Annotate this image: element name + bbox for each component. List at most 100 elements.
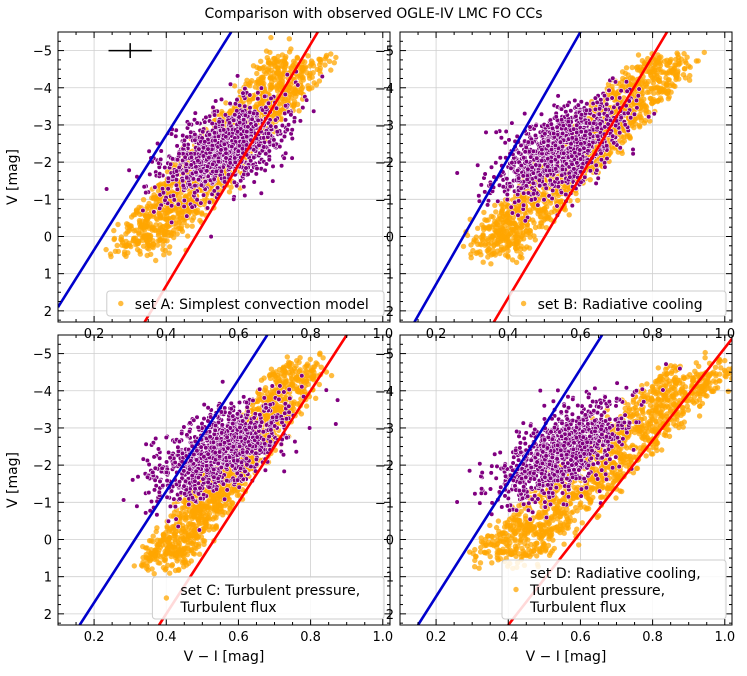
observed-point [213, 98, 219, 104]
observed-point [244, 129, 250, 135]
model-point [460, 243, 467, 250]
observed-point [493, 129, 499, 135]
observed-point [557, 139, 564, 145]
observed-point [273, 105, 280, 111]
observed-point [202, 139, 208, 145]
observed-point [192, 137, 198, 143]
model-point [523, 231, 529, 238]
observed-point [169, 219, 175, 225]
observed-point [198, 168, 204, 174]
observed-point [187, 182, 193, 188]
observed-point [181, 142, 187, 148]
observed-point [579, 164, 585, 171]
observed-point [534, 155, 540, 161]
model-point [267, 86, 273, 93]
model-point [682, 66, 688, 72]
observed-point [523, 144, 529, 150]
model-point [310, 63, 317, 69]
observed-point [216, 119, 222, 125]
model-point [228, 108, 234, 114]
model-point [317, 67, 323, 74]
observed-point [482, 189, 488, 195]
observed-point [596, 111, 602, 117]
observed-point [205, 146, 211, 152]
model-point [151, 225, 157, 231]
model-point [294, 54, 300, 61]
model-point [256, 76, 262, 83]
model-point [667, 58, 673, 64]
observed-point [493, 160, 499, 166]
model-point [509, 257, 516, 263]
observed-point [495, 198, 501, 204]
observed-point [558, 189, 565, 196]
observed-point [598, 97, 604, 103]
model-point [131, 228, 138, 234]
observed-point [265, 130, 272, 137]
observed-point [270, 163, 276, 169]
observed-point [593, 180, 599, 186]
observed-point [171, 197, 177, 203]
model-point [130, 212, 137, 218]
model-point [175, 209, 181, 215]
observed-point [582, 174, 588, 180]
legend: set A: Simplest convection model [106, 290, 385, 317]
model-point [267, 75, 273, 81]
observed-point [208, 234, 214, 240]
observed-point [289, 155, 295, 161]
model-point [643, 107, 650, 114]
model-point [164, 238, 170, 244]
observed-point [284, 71, 290, 78]
model-point [650, 80, 657, 86]
model-point [507, 230, 514, 237]
observed-point [541, 197, 547, 203]
model-point [260, 74, 266, 81]
observed-point [188, 162, 194, 168]
observed-point [255, 117, 261, 123]
observed-point [213, 168, 219, 174]
observed-point [279, 163, 285, 169]
model-point [167, 244, 173, 250]
observed-point [251, 110, 257, 116]
observed-point [630, 146, 636, 153]
model-point [144, 252, 150, 259]
model-point [518, 246, 524, 252]
observed-point [190, 176, 196, 182]
observed-point [206, 132, 212, 138]
y-axis-label: V [mag] [5, 149, 21, 205]
model-point [298, 86, 305, 93]
model-point [513, 259, 520, 266]
model-point [286, 36, 292, 42]
model-point [310, 70, 316, 76]
observed-point [572, 150, 578, 156]
observed-point [485, 202, 491, 208]
observed-point [270, 178, 276, 184]
observed-point [595, 133, 601, 139]
model-point [687, 72, 693, 79]
observed-point [180, 170, 186, 176]
model-point [271, 56, 277, 62]
model-point [647, 118, 653, 124]
observed-point [263, 151, 269, 157]
model-point [683, 60, 689, 66]
model-point [480, 259, 486, 265]
model-point [150, 244, 156, 251]
observed-point [564, 102, 571, 108]
observed-point [218, 168, 224, 174]
observed-point [558, 106, 565, 112]
model-point [119, 239, 126, 245]
model-point [627, 102, 634, 109]
model-point [693, 58, 700, 64]
observed-point [237, 119, 243, 126]
model-point [185, 233, 191, 239]
model-point [573, 190, 579, 197]
observed-point [521, 190, 527, 196]
observed-point [622, 122, 628, 128]
observed-point [170, 193, 176, 199]
observed-point [584, 101, 590, 107]
observed-point [174, 168, 180, 174]
observed-point [611, 140, 617, 146]
observed-point [175, 201, 181, 207]
observed-point [277, 144, 283, 150]
observed-point [245, 171, 251, 177]
model-point [468, 251, 474, 257]
